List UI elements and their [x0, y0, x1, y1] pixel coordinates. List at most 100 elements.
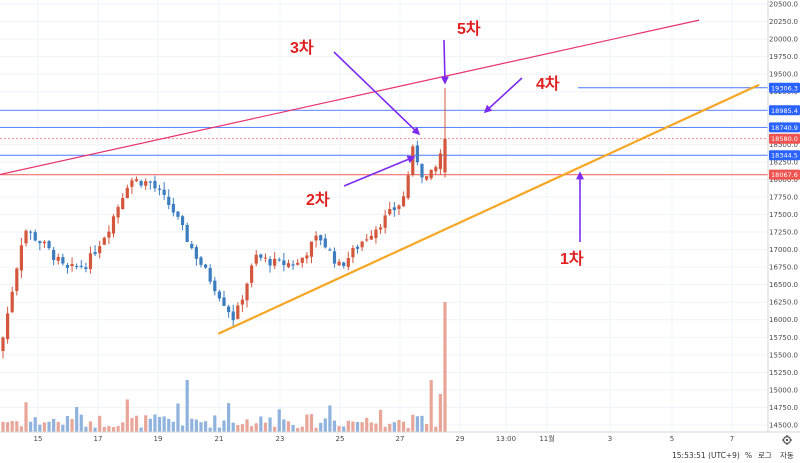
- volume-bar: [190, 418, 194, 432]
- volume-bar: [388, 423, 392, 432]
- candle-body: [231, 311, 235, 321]
- price-label-text: 18344.5: [771, 152, 798, 160]
- volume-bar: [125, 399, 129, 432]
- volume-bar: [38, 424, 42, 432]
- volume-bar: [378, 409, 383, 432]
- candle-body: [1, 337, 5, 352]
- arrow-2: [343, 155, 416, 187]
- price-label-text: 18985.4: [771, 107, 798, 115]
- volume-bar: [397, 419, 401, 432]
- candle-body: [369, 235, 373, 240]
- time-tick: 5: [670, 435, 674, 443]
- candle-body: [374, 229, 378, 239]
- volume-bar: [47, 421, 51, 432]
- log-toggle[interactable]: 로그: [758, 451, 772, 460]
- volume-bar: [369, 422, 373, 432]
- price-label-tag: [769, 105, 800, 116]
- time-axis[interactable]: 15 17 19 21 23 25 27 29 13:00 11월 3 5 7: [0, 431, 800, 443]
- time-tick: 3: [608, 435, 612, 443]
- candles: [1, 87, 447, 359]
- candle-body: [282, 260, 286, 266]
- price-axis-bg: [768, 0, 800, 432]
- volume-bar: [443, 302, 447, 432]
- price-tick: 14750.0: [769, 404, 798, 412]
- candle-body: [259, 254, 263, 258]
- candle-body: [208, 268, 212, 282]
- price-tick: 18000.0: [769, 176, 798, 184]
- percent-toggle[interactable]: %: [745, 451, 752, 460]
- price-tick: 20000.0: [769, 36, 798, 44]
- candle-body: [213, 280, 217, 292]
- candle-body: [309, 241, 314, 257]
- volume-bar: [33, 417, 37, 432]
- volume-bar: [70, 419, 74, 432]
- price-tick: 19750.0: [769, 53, 798, 61]
- volume-bar: [424, 423, 429, 432]
- candle-body: [273, 258, 277, 266]
- candle-body: [365, 239, 369, 241]
- candle-body: [434, 167, 438, 172]
- price-label-tag: [769, 133, 800, 144]
- candle-body: [401, 196, 406, 207]
- volume-bar: [314, 427, 318, 432]
- gear-icon[interactable]: [782, 435, 792, 445]
- resistance-trend-line: [0, 19, 700, 176]
- candle-body: [263, 257, 268, 259]
- time-tick: 13:00: [496, 435, 516, 443]
- price-tick: 15250.0: [769, 369, 798, 377]
- candle-body: [360, 241, 364, 248]
- price-tick: 20250.0: [769, 18, 798, 26]
- price-tick: 14500.0: [769, 421, 798, 429]
- volume-bar: [107, 425, 111, 432]
- price-tick: 17750.0: [769, 193, 798, 201]
- volume-bar: [434, 426, 438, 432]
- candle-body: [130, 180, 134, 187]
- candle-body: [162, 189, 166, 195]
- volume-bar: [254, 423, 258, 432]
- candle-body: [420, 163, 424, 178]
- auto-toggle[interactable]: 자동: [780, 451, 794, 460]
- trend-lines[interactable]: [0, 19, 760, 335]
- volume-bar: [56, 421, 60, 432]
- price-axis[interactable]: 14500.0 14750.0 15000.0 15250.0 15500.0 15750…: [767, 0, 800, 432]
- candle-body: [337, 261, 341, 266]
- volume-bar: [346, 420, 350, 432]
- volume-bar: [116, 426, 120, 432]
- candle-body: [42, 241, 47, 244]
- candle-body: [194, 247, 198, 259]
- candle-body: [98, 246, 102, 254]
- candle-body: [305, 255, 309, 259]
- volume-bar: [383, 426, 387, 432]
- price-tick: 18500.0: [769, 141, 798, 149]
- candle-body: [52, 250, 56, 261]
- price-level-lines: [0, 87, 768, 176]
- candle-body: [222, 297, 226, 306]
- candle-body: [15, 268, 19, 292]
- volume-bar: [167, 418, 171, 432]
- volume-bar: [415, 416, 419, 432]
- volume-bar: [176, 403, 180, 432]
- candle-body: [84, 267, 88, 269]
- volume-bar: [227, 403, 231, 432]
- volume-bar: [208, 427, 212, 432]
- volume-bar: [374, 423, 378, 432]
- volume-bar: [286, 421, 291, 432]
- candle-body: [153, 180, 157, 189]
- candle-body: [65, 265, 70, 268]
- volume-bar: [19, 426, 24, 432]
- volume-bar: [42, 422, 47, 432]
- time-tick: 15: [34, 435, 43, 443]
- volume-bar: [15, 421, 19, 432]
- price-tick: 15500.0: [769, 351, 798, 359]
- price-tick: 17500.0: [769, 211, 798, 219]
- annotation-arrows: [333, 39, 584, 242]
- candle-body: [29, 231, 33, 233]
- grid: [0, 0, 768, 432]
- volume-bar: [222, 420, 226, 432]
- candle-body: [346, 257, 350, 267]
- volume-bar: [1, 421, 5, 432]
- time-tick: 17: [94, 435, 103, 443]
- volume-bar: [139, 427, 143, 432]
- volume-bar: [121, 422, 125, 432]
